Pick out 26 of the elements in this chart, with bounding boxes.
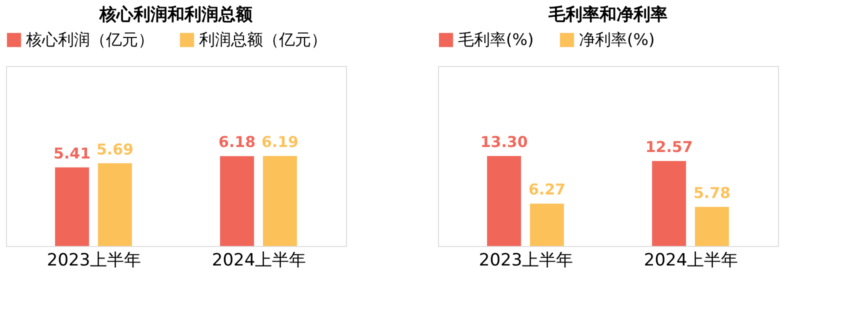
data-label: 6.27 — [528, 180, 566, 199]
bar — [55, 167, 90, 246]
bar — [220, 156, 254, 246]
bar — [652, 160, 686, 246]
legend-label: 净利率(%) — [579, 30, 655, 49]
x-tick-label: 2023上半年 — [46, 250, 142, 270]
bar — [530, 204, 564, 246]
legend-label: 利润总额（亿元） — [199, 30, 327, 49]
bar — [262, 156, 297, 246]
chart-title: 毛利率和净利率 — [548, 5, 668, 25]
data-label: 5.69 — [96, 140, 134, 158]
data-label: 6.19 — [261, 133, 298, 151]
data-label: 13.30 — [480, 133, 528, 151]
bar — [694, 206, 729, 246]
legend-label: 毛利率(%) — [458, 30, 534, 49]
bar — [487, 156, 522, 246]
chart-title: 核心利润和利润总额 — [98, 5, 254, 25]
data-label: 5.41 — [54, 144, 91, 162]
legend-label: 核心利润（亿元） — [25, 30, 154, 49]
x-tick-label: 2024上半年 — [644, 250, 738, 270]
x-tick-label: 2024上半年 — [212, 250, 306, 270]
data-label: 5.78 — [693, 184, 730, 202]
data-label: 6.18 — [218, 133, 256, 152]
x-tick-label: 2023上半年 — [478, 250, 574, 270]
data-label: 12.57 — [645, 138, 693, 156]
bar — [98, 163, 132, 246]
